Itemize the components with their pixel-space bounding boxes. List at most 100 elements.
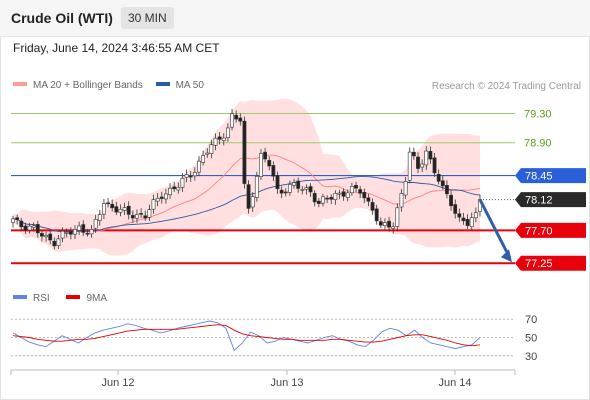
candle-down xyxy=(159,196,164,199)
research-credit: Research © 2024 Trading Central xyxy=(431,81,581,92)
candle-down xyxy=(188,175,193,178)
candle-down xyxy=(217,136,222,140)
candle-up xyxy=(151,199,156,210)
candle-down xyxy=(52,240,57,247)
candle-down xyxy=(312,193,317,203)
rsi-tick-label: 30 xyxy=(525,351,537,363)
level-label-0: 79.30 xyxy=(524,109,552,121)
candle-up xyxy=(168,187,172,196)
rsi-legend: RSI 9MA xyxy=(13,293,107,304)
legend-rsi-label: RSI xyxy=(33,293,50,304)
level-label-4: 77.70 xyxy=(525,225,553,237)
candle-down xyxy=(126,205,131,215)
candle-down xyxy=(436,174,441,182)
candle-down xyxy=(329,197,334,200)
candle-down xyxy=(48,233,53,241)
candle-up xyxy=(56,238,61,246)
candle-down xyxy=(110,203,115,209)
legend-9ma-swatch xyxy=(66,295,81,300)
candle-down xyxy=(275,175,280,190)
level-tag-5 xyxy=(515,255,586,271)
timeframe-badge[interactable]: 30 MIN xyxy=(121,7,174,29)
candle-down xyxy=(114,206,119,213)
candle-up xyxy=(349,185,354,194)
forecast-arrow-head xyxy=(501,249,512,263)
candle-up xyxy=(93,219,98,229)
candle-up xyxy=(383,222,387,226)
candle-up xyxy=(424,150,429,166)
candle-down xyxy=(387,220,391,228)
instrument-title: Crude Oil (WTI) xyxy=(11,10,113,26)
candle-down xyxy=(465,219,470,226)
candle-up xyxy=(399,193,404,208)
candle-up xyxy=(469,217,474,228)
candle-down xyxy=(271,165,276,177)
level-label-3: 78.12 xyxy=(525,195,553,207)
level-tag-2 xyxy=(515,168,586,184)
candle-up xyxy=(230,113,234,128)
candle-up xyxy=(221,137,226,141)
chart-datetime: Friday, June 14, 2024 3:46:55 AM CET xyxy=(13,41,220,55)
candle-up xyxy=(44,235,48,238)
candle-up xyxy=(300,189,305,191)
candle-up xyxy=(226,127,230,138)
candle-down xyxy=(68,231,73,235)
legend-ma50-swatch xyxy=(155,82,170,87)
candle-down xyxy=(453,204,458,214)
candle-up xyxy=(164,193,168,200)
candle-up xyxy=(180,177,185,188)
legend-9ma-label: 9MA xyxy=(86,293,108,304)
chart-header: Crude Oil (WTI) 30 MIN xyxy=(0,0,590,37)
candle-down xyxy=(35,224,40,234)
candle-up xyxy=(192,172,197,177)
legend-ma50: MA 50 xyxy=(155,80,204,91)
candle-up xyxy=(209,144,214,154)
candle-down xyxy=(19,220,24,228)
candle-down xyxy=(279,189,284,194)
candle-up xyxy=(407,151,412,181)
candle-down xyxy=(296,180,301,189)
candle-down xyxy=(428,151,433,160)
legend-ma20-swatch xyxy=(13,82,27,87)
candle-down xyxy=(106,202,110,205)
candle-up xyxy=(473,212,478,219)
candle-up xyxy=(155,197,160,202)
candle-down xyxy=(378,221,383,226)
legend-ma20-label: MA 20 + Bollinger Bands xyxy=(33,80,143,91)
legend-ma20: MA 20 + Bollinger Bands xyxy=(13,80,143,91)
candle-up xyxy=(345,192,350,198)
candle-down xyxy=(366,197,371,202)
candle-up xyxy=(213,137,218,146)
candle-down xyxy=(308,186,313,193)
bollinger-band xyxy=(13,98,480,256)
legend-rsi: RSI xyxy=(13,293,50,304)
candle-up xyxy=(97,214,102,221)
candle-up xyxy=(27,225,32,231)
candle-up xyxy=(118,209,123,213)
candle-down xyxy=(143,215,148,219)
candle-down xyxy=(325,197,329,200)
candle-up xyxy=(73,229,77,235)
candle-down xyxy=(440,180,445,187)
candle-down xyxy=(238,117,243,122)
candle-down xyxy=(172,186,177,190)
rsi-tick-label: 50 xyxy=(525,333,537,345)
candle-down xyxy=(354,185,358,189)
candle-up xyxy=(403,181,408,196)
rsi-line xyxy=(12,320,481,352)
candle-up xyxy=(102,203,106,215)
candle-down xyxy=(341,191,346,197)
candle-down xyxy=(411,151,416,157)
candle-down xyxy=(85,232,90,235)
candle-down xyxy=(23,225,28,231)
candle-up xyxy=(205,152,210,155)
candle-up xyxy=(31,225,36,228)
candle-down xyxy=(234,114,239,120)
level-tag-4 xyxy=(515,222,586,238)
candle-up xyxy=(184,174,189,178)
candle-up xyxy=(60,230,65,239)
candle-down xyxy=(461,217,466,222)
candle-up xyxy=(259,153,263,177)
level-label-5: 77.25 xyxy=(525,258,553,270)
